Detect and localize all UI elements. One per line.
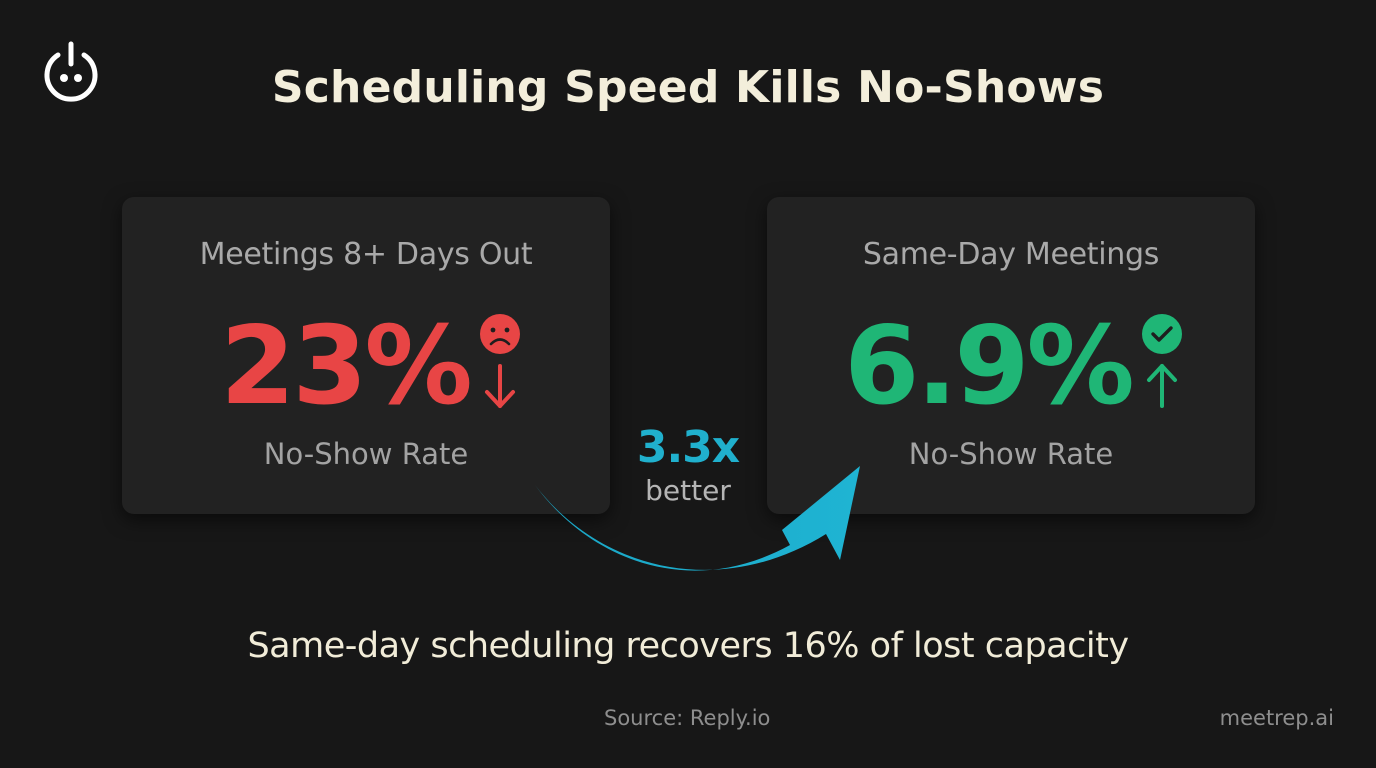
brand-watermark: meetrep.ai: [1219, 706, 1334, 730]
no-show-rate-value: 6.9%: [844, 304, 1135, 429]
comparison-multiplier: 3.3x: [636, 422, 740, 473]
stat-card-same-day: Same-Day Meetings 6.9% No-Show Rate: [767, 197, 1255, 514]
value-row: 6.9%: [767, 307, 1255, 427]
card-sublabel: No-Show Rate: [908, 437, 1114, 471]
arrow-up-icon: [1146, 364, 1177, 408]
value-row: 23%: [122, 307, 610, 427]
no-show-rate-value: 23%: [220, 304, 473, 429]
card-label: Same-Day Meetings: [862, 237, 1160, 272]
sad-face-icon: [479, 314, 520, 354]
check-circle-icon: [1141, 314, 1182, 354]
tagline: Same-day scheduling recovers 16% of lost…: [247, 626, 1129, 666]
sad-face-down-arrow-icon: [479, 314, 520, 408]
arrow-down-icon: [484, 364, 515, 408]
check-up-arrow-icon: [1141, 314, 1182, 408]
source-citation: Source: Reply.io: [604, 706, 771, 730]
comparison-label: better: [645, 474, 731, 507]
power-smile-icon: [44, 41, 98, 102]
card-label: Meetings 8+ Days Out: [199, 237, 533, 272]
stat-card-8-days-out: Meetings 8+ Days Out 23% No-Show Rate: [122, 197, 610, 514]
page-title: Scheduling Speed Kills No-Shows: [271, 62, 1105, 113]
card-sublabel: No-Show Rate: [263, 437, 469, 471]
